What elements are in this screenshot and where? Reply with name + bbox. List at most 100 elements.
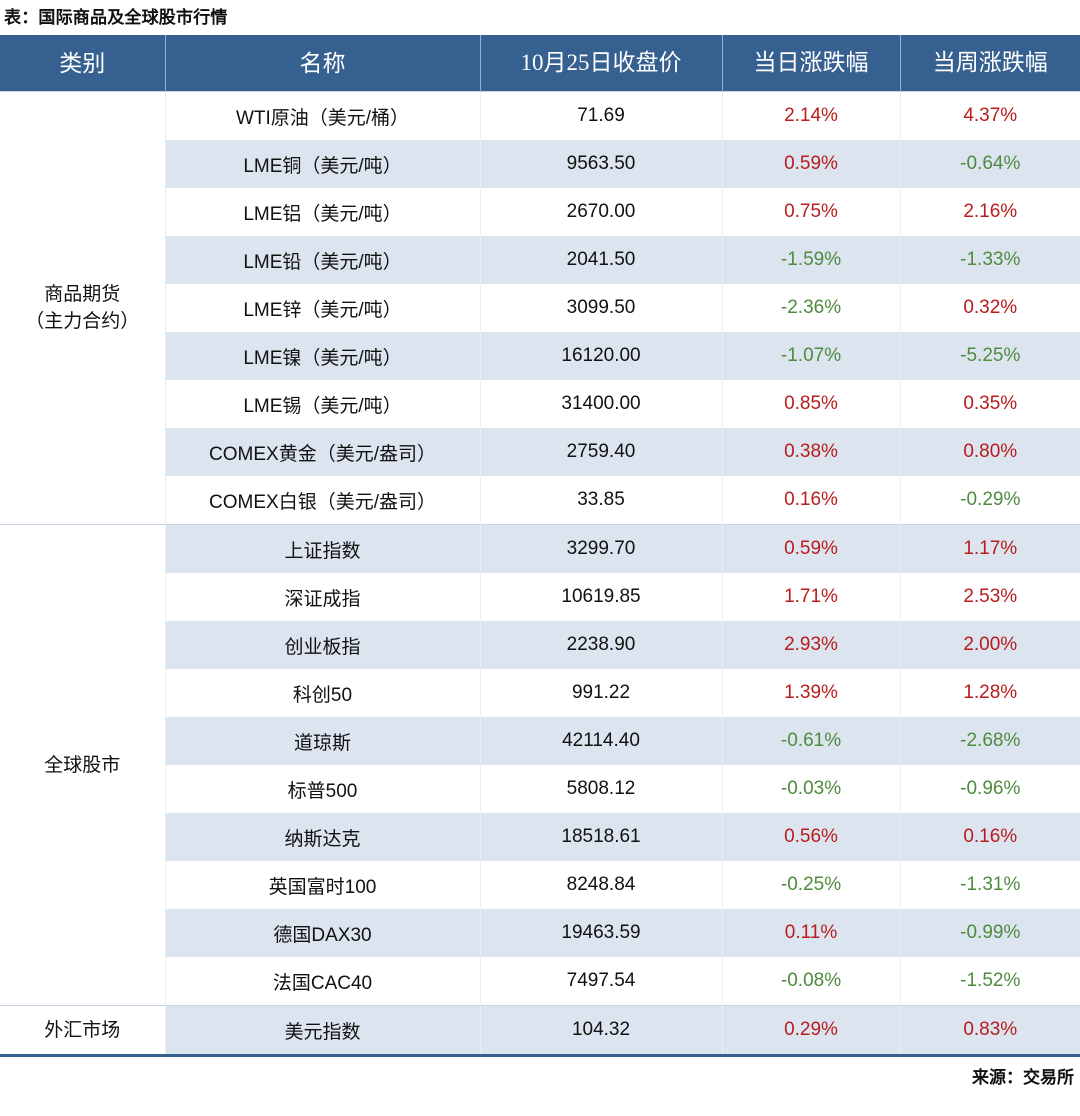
table-row: 创业板指 2238.90 2.93% 2.00% <box>0 621 1080 669</box>
table-row: LME铜（美元/吨） 9563.50 0.59% -0.64% <box>0 140 1080 188</box>
instrument-name-cell: 深证成指 <box>165 573 481 621</box>
instrument-name-cell: 美元指数 <box>165 1005 481 1054</box>
close-price-cell: 8248.84 <box>480 861 723 909</box>
column-header-category: 类别 <box>0 35 166 92</box>
close-price-cell: 31400.00 <box>480 380 723 428</box>
close-price-cell: 10619.85 <box>480 573 723 621</box>
day-change-cell: -0.08% <box>722 957 901 1006</box>
table-row: 纳斯达克 18518.61 0.56% 0.16% <box>0 813 1080 861</box>
instrument-name-cell: 德国DAX30 <box>165 909 481 957</box>
header-row: 类别 名称 10月25日收盘价 当日涨跌幅 当周涨跌幅 <box>0 35 1080 92</box>
table-row: COMEX黄金（美元/盎司） 2759.40 0.38% 0.80% <box>0 428 1080 476</box>
instrument-name-cell: LME镍（美元/吨） <box>165 332 481 380</box>
day-change-cell: -1.59% <box>722 236 901 284</box>
week-change-cell: -1.31% <box>900 861 1080 909</box>
day-change-cell: 0.38% <box>722 428 901 476</box>
day-change-cell: 0.59% <box>722 524 901 573</box>
table-row: 外汇市场 美元指数 104.32 0.29% 0.83% <box>0 1005 1080 1054</box>
instrument-name-cell: LME铜（美元/吨） <box>165 140 481 188</box>
instrument-name-cell: LME锌（美元/吨） <box>165 284 481 332</box>
close-price-cell: 2670.00 <box>480 188 723 236</box>
table-row: 全球股市 上证指数 3299.70 0.59% 1.17% <box>0 524 1080 1006</box>
instrument-name-cell: 英国富时100 <box>165 861 481 909</box>
day-change-cell: -0.61% <box>722 717 901 765</box>
day-change-cell: 1.71% <box>722 573 901 621</box>
day-change-cell: -0.25% <box>722 861 901 909</box>
instrument-name-cell: 创业板指 <box>165 621 481 669</box>
table-row: 科创50 991.22 1.39% 1.28% <box>0 669 1080 717</box>
source-note: 来源：交易所 <box>972 1068 1074 1087</box>
week-change-cell: -0.29% <box>900 476 1080 525</box>
week-change-cell: 0.83% <box>900 1005 1080 1054</box>
column-header-close-price: 10月25日收盘价 <box>480 35 723 92</box>
column-header-week-change: 当周涨跌幅 <box>900 35 1080 92</box>
week-change-cell: 2.53% <box>900 573 1080 621</box>
instrument-name-cell: 纳斯达克 <box>165 813 481 861</box>
table-row: 道琼斯 42114.40 -0.61% -2.68% <box>0 717 1080 765</box>
category-label-sub: （主力合约） <box>25 311 140 332</box>
week-change-cell: -0.96% <box>900 765 1080 813</box>
table-row: 标普500 5808.12 -0.03% -0.96% <box>0 765 1080 813</box>
column-header-name: 名称 <box>165 35 481 92</box>
close-price-cell: 19463.59 <box>480 909 723 957</box>
week-change-cell: 2.16% <box>900 188 1080 236</box>
day-change-cell: -2.36% <box>722 284 901 332</box>
table-caption: 表：国际商品及全球股市行情 <box>4 8 228 27</box>
week-change-cell: -1.52% <box>900 957 1080 1006</box>
category-cell-equities: 全球股市 <box>0 524 166 1006</box>
table-row: COMEX白银（美元/盎司） 33.85 0.16% -0.29% <box>0 476 1080 525</box>
instrument-name-cell: 上证指数 <box>165 524 481 573</box>
category-label-main: 外汇市场 <box>44 1019 121 1041</box>
table-row: 英国富时100 8248.84 -0.25% -1.31% <box>0 861 1080 909</box>
week-change-cell: 0.16% <box>900 813 1080 861</box>
category-cell-fx: 外汇市场 <box>0 1005 166 1054</box>
instrument-name-cell: COMEX黄金（美元/盎司） <box>165 428 481 476</box>
day-change-cell: 0.16% <box>722 476 901 525</box>
day-change-cell: 0.56% <box>722 813 901 861</box>
week-change-cell: -5.25% <box>900 332 1080 380</box>
table-row: LME锡（美元/吨） 31400.00 0.85% 0.35% <box>0 380 1080 428</box>
close-price-cell: 991.22 <box>480 669 723 717</box>
week-change-cell: -1.33% <box>900 236 1080 284</box>
category-cell-futures: 商品期货 （主力合约） <box>0 91 166 525</box>
instrument-name-cell: 标普500 <box>165 765 481 813</box>
week-change-cell: -2.68% <box>900 717 1080 765</box>
category-label-main: 全球股市 <box>44 754 121 776</box>
instrument-name-cell: 科创50 <box>165 669 481 717</box>
table-row: 法国CAC40 7497.54 -0.08% -1.52% <box>0 957 1080 1006</box>
week-change-cell: -0.99% <box>900 909 1080 957</box>
instrument-name-cell: LME铝（美元/吨） <box>165 188 481 236</box>
instrument-name-cell: 法国CAC40 <box>165 957 481 1006</box>
close-price-cell: 2238.90 <box>480 621 723 669</box>
week-change-cell: 0.80% <box>900 428 1080 476</box>
day-change-cell: 1.39% <box>722 669 901 717</box>
table-row: LME镍（美元/吨） 16120.00 -1.07% -5.25% <box>0 332 1080 380</box>
day-change-cell: -1.07% <box>722 332 901 380</box>
table-row: 商品期货 （主力合约） WTI原油（美元/桶） 71.69 2.14% 4.37% <box>0 91 1080 525</box>
instrument-name-cell: LME锡（美元/吨） <box>165 380 481 428</box>
instrument-name-cell: LME铅（美元/吨） <box>165 236 481 284</box>
close-price-cell: 42114.40 <box>480 717 723 765</box>
table-body: 商品期货 （主力合约） WTI原油（美元/桶） 71.69 2.14% 4.37% LME铜… <box>0 91 1080 1054</box>
instrument-name-cell: WTI原油（美元/桶） <box>165 91 481 140</box>
close-price-cell: 3099.50 <box>480 284 723 332</box>
close-price-cell: 18518.61 <box>480 813 723 861</box>
close-price-cell: 33.85 <box>480 476 723 525</box>
day-change-cell: 0.85% <box>722 380 901 428</box>
week-change-cell: 1.28% <box>900 669 1080 717</box>
day-change-cell: -0.03% <box>722 765 901 813</box>
day-change-cell: 0.59% <box>722 140 901 188</box>
close-price-cell: 2759.40 <box>480 428 723 476</box>
market-quote-table: 类别 名称 10月25日收盘价 当日涨跌幅 当周涨跌幅 商品期货 （主力合约） WT… <box>0 35 1080 1054</box>
instrument-name-cell: COMEX白银（美元/盎司） <box>165 476 481 525</box>
day-change-cell: 0.29% <box>722 1005 901 1054</box>
table-row: 深证成指 10619.85 1.71% 2.53% <box>0 573 1080 621</box>
week-change-cell: 1.17% <box>900 524 1080 573</box>
day-change-cell: 2.93% <box>722 621 901 669</box>
close-price-cell: 2041.50 <box>480 236 723 284</box>
close-price-cell: 9563.50 <box>480 140 723 188</box>
column-header-day-change: 当日涨跌幅 <box>722 35 901 92</box>
day-change-cell: 0.75% <box>722 188 901 236</box>
day-change-cell: 0.11% <box>722 909 901 957</box>
